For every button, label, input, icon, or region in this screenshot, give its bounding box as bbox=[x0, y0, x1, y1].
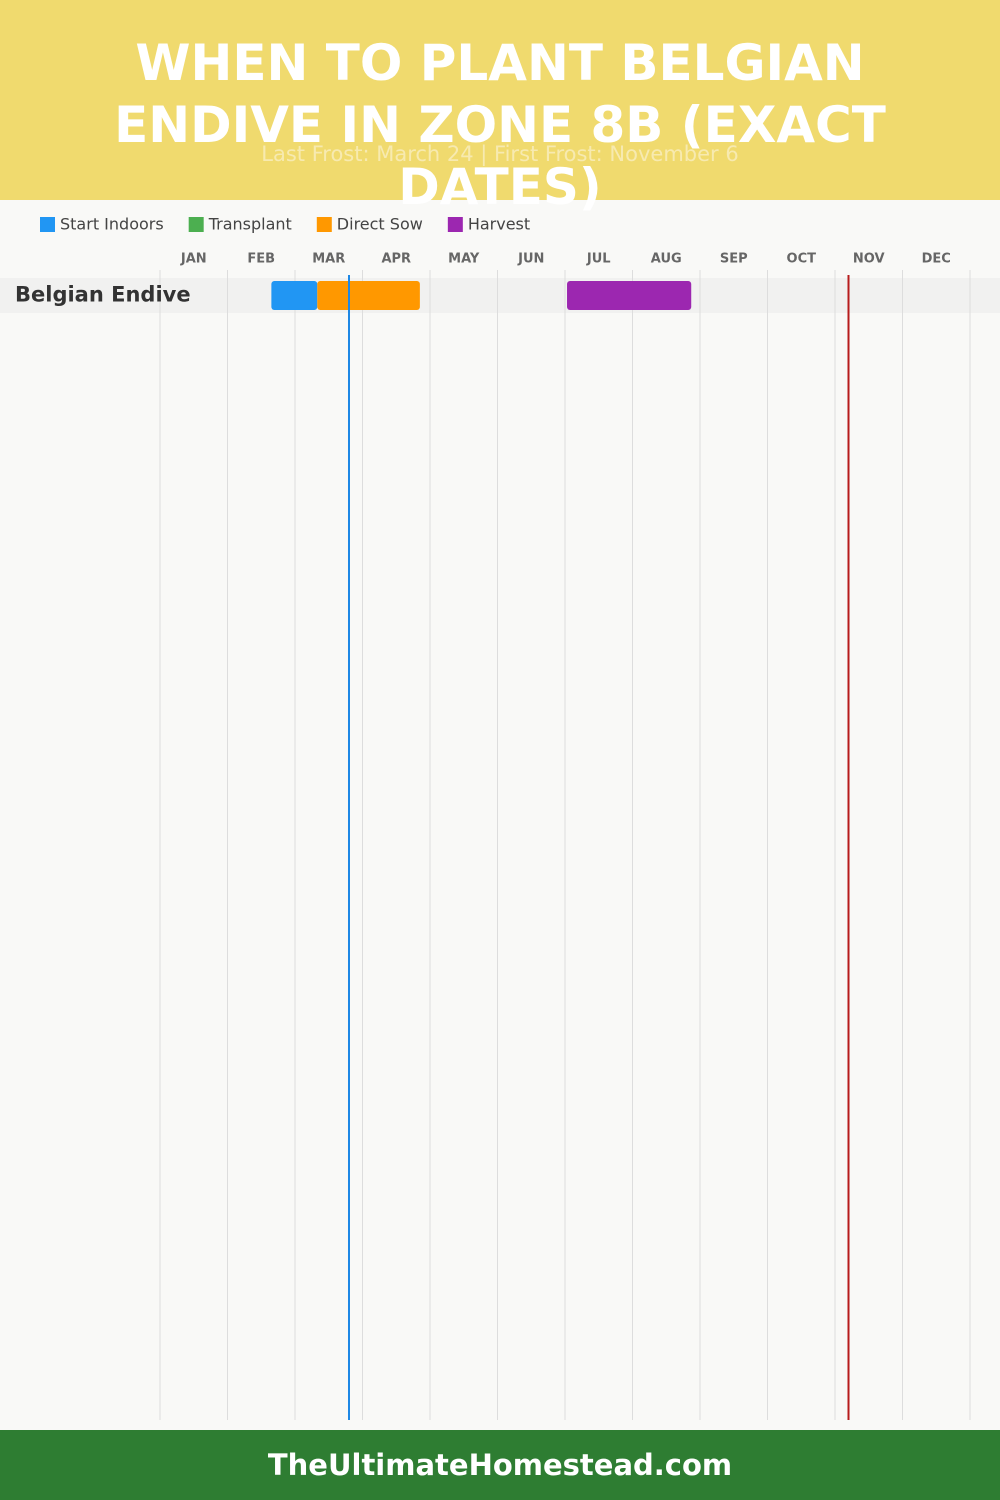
month-label: FEB bbox=[247, 252, 275, 267]
bar bbox=[317, 281, 420, 310]
legend-label: Start Indoors bbox=[60, 215, 164, 234]
month-label: SEP bbox=[720, 252, 748, 267]
month-label: JAN bbox=[180, 252, 207, 267]
legend-label: Transplant bbox=[208, 215, 292, 234]
month-label: JUN bbox=[517, 252, 544, 267]
bar bbox=[271, 281, 318, 310]
month-label: OCT bbox=[787, 252, 817, 267]
legend-label: Direct Sow bbox=[337, 215, 423, 234]
row-band bbox=[0, 278, 1000, 313]
month-label: MAR bbox=[312, 252, 345, 267]
month-label: MAY bbox=[448, 252, 480, 267]
legend-swatch bbox=[316, 217, 332, 232]
row-label: Belgian Endive bbox=[15, 283, 191, 307]
bar bbox=[567, 281, 692, 310]
chart: Start Indoors Transplant Direct Sow Harvest… bbox=[0, 215, 1000, 1420]
month-label: DEC bbox=[922, 252, 951, 267]
legend-swatch bbox=[188, 217, 204, 232]
subtitle: Last Frost: March 24 | First Frost: Nove… bbox=[261, 142, 739, 166]
title: WHEN TO PLANT BELGIAN ENDIVE IN ZONE 8B … bbox=[114, 34, 886, 216]
month-label: JUL bbox=[586, 252, 611, 267]
month-label: AUG bbox=[651, 252, 682, 267]
month-label: NOV bbox=[853, 252, 885, 267]
footer: TheUltimateHomestead.com bbox=[0, 1430, 1000, 1500]
month-label: APR bbox=[381, 252, 411, 267]
header: Last Frost: March 24 | First Frost: Nove… bbox=[0, 0, 1000, 216]
legend-swatch bbox=[447, 217, 463, 232]
legend-swatch bbox=[40, 217, 55, 232]
legend-label: Harvest bbox=[468, 215, 530, 234]
